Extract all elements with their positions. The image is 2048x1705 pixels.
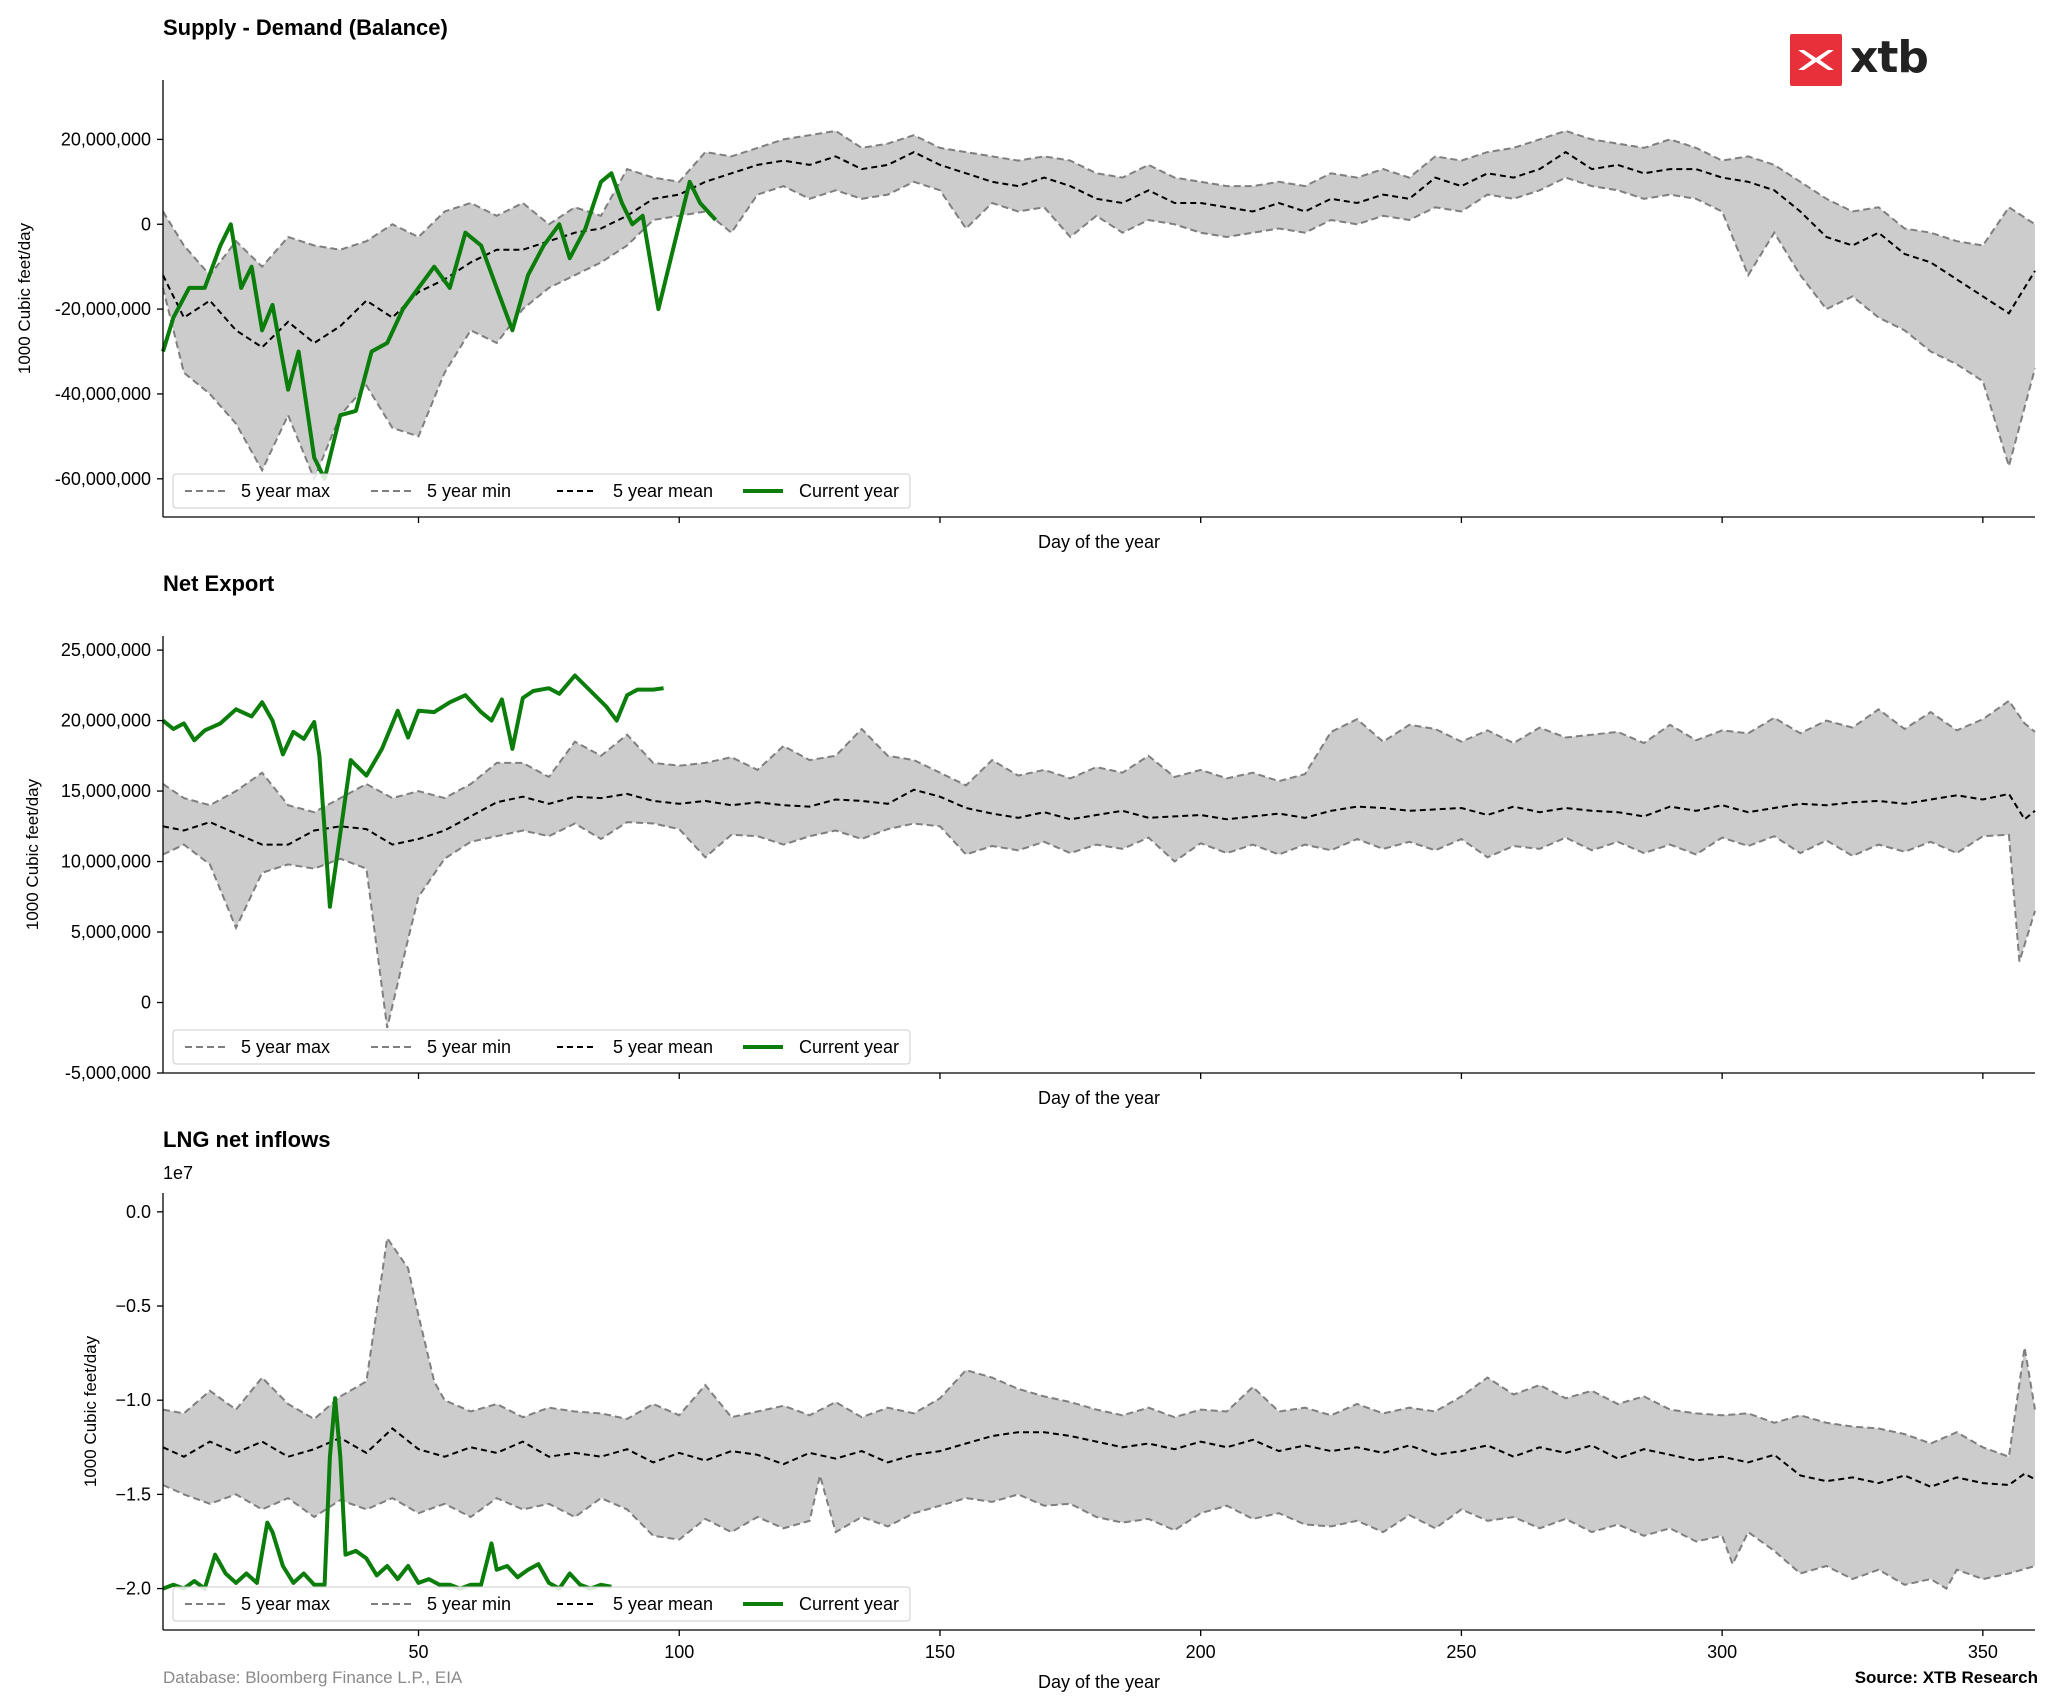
legend-label: 5 year min <box>427 1594 511 1614</box>
y-tick-label: -5,000,000 <box>65 1063 151 1083</box>
legend-label: 5 year min <box>427 1037 511 1057</box>
y-tick-label: 15,000,000 <box>61 781 151 801</box>
x-tick-label: 100 <box>664 1642 694 1662</box>
y-tick-label: 0 <box>141 993 151 1013</box>
y-tick-label: −2.0 <box>115 1579 151 1599</box>
y-tick-label: −1.5 <box>115 1484 151 1504</box>
legend-box <box>172 1586 911 1622</box>
legend-label: 5 year max <box>241 1037 330 1057</box>
series-5-year-max <box>162 699 2036 814</box>
x-axis-label: Day of the year <box>1038 532 1160 552</box>
y-tick-label: −1.0 <box>115 1390 151 1410</box>
y-axis-label: 1000 Cubic feet/day <box>23 778 42 930</box>
legend: 5 year max 5 year min 5 year mean Current y… <box>172 1029 911 1065</box>
legend-box <box>172 1029 911 1065</box>
legend-label: 5 year mean <box>613 481 713 501</box>
legend-label: 5 year max <box>241 481 330 501</box>
y-tick-label: -40,000,000 <box>55 384 151 404</box>
chart-title: Net Export <box>163 571 275 596</box>
y-tick-label: 25,000,000 <box>61 640 151 660</box>
series-5-year-min <box>162 821 2036 1029</box>
y-tick-label: -60,000,000 <box>55 469 151 489</box>
x-tick-label: 150 <box>925 1642 955 1662</box>
panel-supply-demand: Supply - Demand (Balance) 20,000,000 0 -20,… <box>15 15 2036 552</box>
legend-label: Current year <box>799 481 899 501</box>
legend-label: 5 year min <box>427 481 511 501</box>
x-tick-label: 200 <box>1186 1642 1216 1662</box>
database-note: Database: Bloomberg Finance L.P., EIA <box>163 1668 463 1687</box>
y-tick-label: −0.5 <box>115 1296 151 1316</box>
series-current-year <box>162 1396 612 1591</box>
y-offset-text: 1e7 <box>163 1163 193 1183</box>
x-tick-label: 50 <box>408 1642 428 1662</box>
series-5-year-mean <box>162 788 2036 846</box>
legend-label: 5 year mean <box>613 1594 713 1614</box>
x-tick-label: 250 <box>1446 1642 1476 1662</box>
series-5-year-mean <box>162 1427 2036 1488</box>
chart-title: LNG net inflows <box>163 1127 330 1152</box>
x-axis-label: Day of the year <box>1038 1672 1160 1692</box>
y-tick-label: 5,000,000 <box>71 922 151 942</box>
series-5-year-min <box>162 1475 2036 1590</box>
legend-label: 5 year max <box>241 1594 330 1614</box>
legend: 5 year max 5 year min 5 year mean Current y… <box>172 473 911 509</box>
legend-box <box>172 473 911 509</box>
range-band <box>163 1238 2035 1589</box>
legend: 5 year max 5 year min 5 year mean Current y… <box>172 1586 911 1622</box>
legend-label: Current year <box>799 1594 899 1614</box>
y-tick-label: 10,000,000 <box>61 852 151 872</box>
legend-label: Current year <box>799 1037 899 1057</box>
y-tick-label: 20,000,000 <box>61 129 151 149</box>
y-tick-label: 0.0 <box>126 1202 151 1222</box>
xtb-logo-text: xtb <box>1850 32 1929 83</box>
chart-title: Supply - Demand (Balance) <box>163 15 448 40</box>
xtb-logo: xtb <box>1790 32 1929 86</box>
series-current-year <box>161 673 664 909</box>
y-tick-label: 0 <box>141 214 151 234</box>
range-band <box>163 700 2035 1028</box>
y-tick-label: 20,000,000 <box>61 711 151 731</box>
range-band <box>163 130 2035 479</box>
legend-label: 5 year mean <box>613 1037 713 1057</box>
series-current-year <box>161 171 718 481</box>
panel-lng-net-inflows: LNG net inflows 0.0 −0.5 −1.0 −1.5 −2.0 50 100 1… <box>81 1127 2036 1692</box>
y-axis-label: 1000 Cubic feet/day <box>15 222 34 374</box>
x-tick-label: 300 <box>1707 1642 1737 1662</box>
source-note: Source: XTB Research <box>1854 1668 2038 1687</box>
x-tick-label: 350 <box>1968 1642 1998 1662</box>
series-5-year-max <box>162 1235 2036 1459</box>
series-5-year-min <box>162 176 2036 482</box>
y-tick-label: -20,000,000 <box>55 299 151 319</box>
panel-net-export: Net Export 25,000,000 20,000,000 15,000,000… <box>23 571 2036 1108</box>
y-axis-label: 1000 Cubic feet/day <box>81 1335 100 1487</box>
x-axis-label: Day of the year <box>1038 1088 1160 1108</box>
series-5-year-mean <box>162 150 2036 349</box>
xtb-logo-mark-icon <box>1790 34 1842 86</box>
